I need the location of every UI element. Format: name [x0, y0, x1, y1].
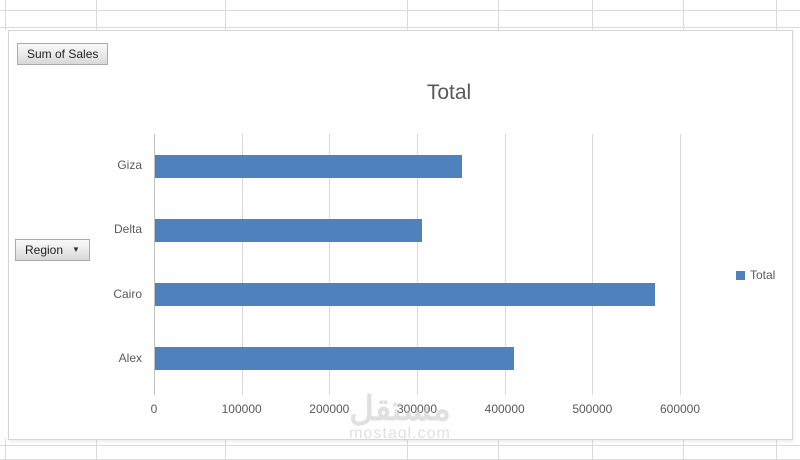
category-label: Delta	[113, 222, 142, 237]
column-line	[592, 439, 593, 460]
gridline	[417, 134, 418, 395]
dropdown-arrow-icon[interactable]: ▼	[72, 245, 80, 254]
column-line	[592, 0, 593, 30]
gridline	[329, 134, 331, 395]
column-line	[5, 439, 6, 460]
plot-area: 0 100000 200000 300000 400000 500000 600000 Giz…	[113, 134, 701, 416]
gridline	[592, 134, 594, 395]
pivot-chart-canvas[interactable]: Sum of Sales Region ▼ Total 0 100000 20000…	[8, 30, 793, 440]
category-label: Giza	[117, 158, 142, 173]
column-line	[498, 439, 499, 460]
pivot-axis-field-label: Region	[25, 243, 64, 257]
row-line	[0, 10, 800, 11]
row-line	[0, 445, 800, 446]
x-axis-tick-label: 600000	[659, 402, 701, 416]
value-axis-line	[154, 134, 155, 395]
column-line	[225, 0, 226, 30]
x-axis-tick-label: 300000	[396, 402, 438, 416]
column-line	[683, 0, 684, 30]
bar-cairo[interactable]	[155, 283, 655, 307]
column-line	[498, 0, 499, 30]
legend-label: Total	[750, 268, 776, 282]
column-line	[407, 0, 408, 30]
pivot-values-field-label: Sum of Sales	[27, 47, 99, 61]
bar-alex[interactable]	[155, 347, 515, 371]
category-label: Alex	[118, 350, 142, 365]
x-axis-tick-label: 100000	[221, 402, 262, 416]
column-line	[683, 439, 684, 460]
column-line	[407, 439, 408, 460]
column-line	[776, 0, 777, 30]
column-line	[96, 0, 97, 30]
bar-giza[interactable]	[155, 154, 462, 178]
column-line	[96, 439, 97, 460]
gridline	[680, 134, 682, 395]
pivot-axis-field-button[interactable]: Region ▼	[15, 239, 90, 261]
gridline	[504, 134, 506, 395]
pivot-values-field-button[interactable]: Sum of Sales	[17, 43, 109, 65]
row-line	[0, 27, 800, 28]
legend-swatch	[736, 270, 745, 280]
column-line	[225, 439, 226, 460]
legend[interactable]: Total	[736, 268, 775, 282]
x-axis-tick-label: 500000	[572, 402, 613, 416]
category-label: Cairo	[113, 286, 142, 301]
column-line	[5, 0, 6, 30]
column-line	[776, 439, 777, 460]
gridline	[241, 134, 243, 395]
x-axis-tick-label: 0	[150, 402, 158, 416]
x-axis-tick-label: 200000	[309, 402, 350, 416]
bar-delta[interactable]	[155, 218, 423, 242]
chart-title: Total	[426, 81, 472, 104]
x-axis-tick-label: 400000	[484, 402, 525, 416]
